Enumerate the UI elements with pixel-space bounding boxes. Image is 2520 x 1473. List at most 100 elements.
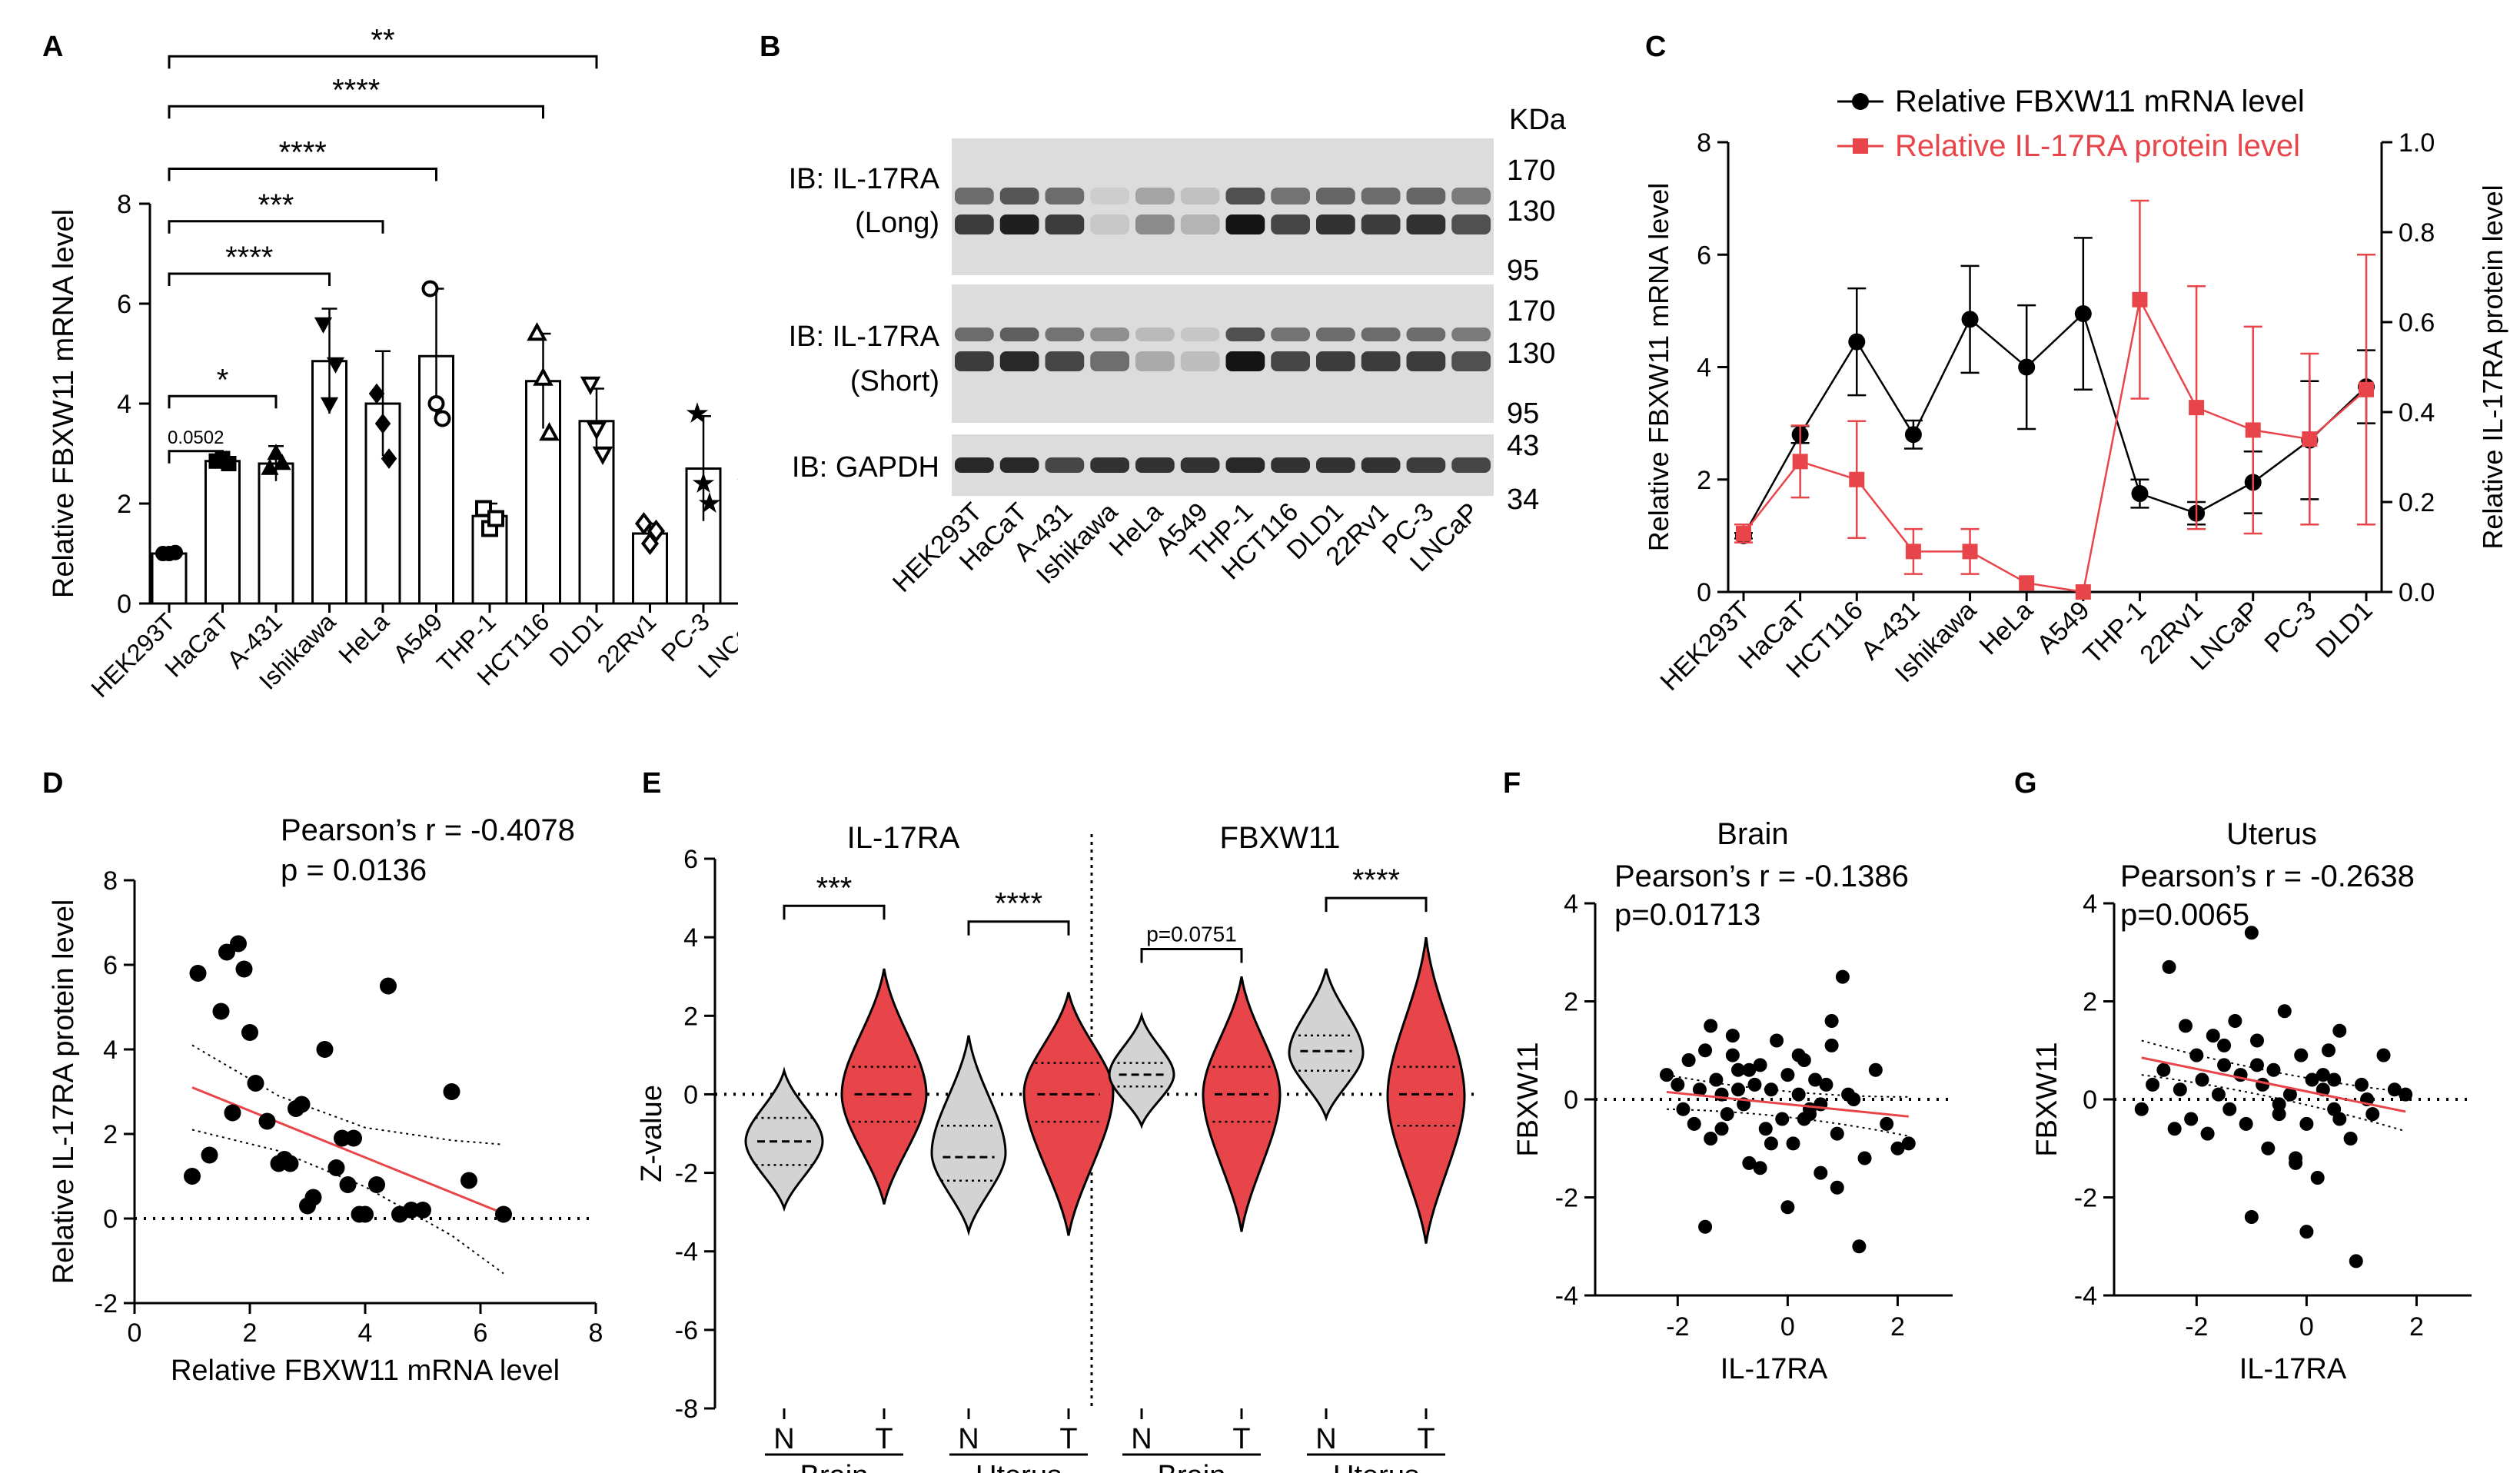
significance-bracket xyxy=(168,55,598,69)
significance-bracket xyxy=(967,920,1070,936)
data-point xyxy=(1814,1165,1828,1180)
data-point xyxy=(2019,575,2035,591)
data-point xyxy=(1758,1122,1773,1136)
violin xyxy=(1108,1011,1175,1129)
data-point xyxy=(1770,1033,1784,1048)
data-point xyxy=(1692,1082,1707,1097)
blot-band xyxy=(1135,188,1175,204)
data-point xyxy=(261,458,279,475)
regression-line xyxy=(191,1086,504,1215)
data-point xyxy=(533,367,554,386)
y-tick-label: 6 xyxy=(1697,241,1711,270)
data-point xyxy=(1725,1048,1740,1062)
data-point xyxy=(247,1075,264,1092)
significance-label: 0.0502 xyxy=(168,427,224,448)
data-point xyxy=(1704,1019,1718,1033)
stat-p: p=0.0065 xyxy=(2120,898,2249,932)
violin xyxy=(1202,976,1282,1232)
data-point xyxy=(1709,1072,1724,1087)
blot-band xyxy=(1316,351,1355,371)
blot-band xyxy=(1406,328,1446,341)
data-point xyxy=(1857,1151,1872,1165)
stat-r: Pearson’s r = -0.1386 xyxy=(1614,860,1909,893)
x-tick-label: T xyxy=(875,1423,893,1455)
gene-label: FBXW11 xyxy=(1219,821,1340,855)
violin xyxy=(1386,936,1466,1244)
data-point xyxy=(1905,544,1921,560)
blot-band xyxy=(1135,457,1175,473)
blot-band xyxy=(999,351,1039,371)
blot-band xyxy=(1225,188,1265,204)
data-point xyxy=(2222,1102,2237,1116)
significance-bracket xyxy=(1140,947,1243,963)
data-point xyxy=(2387,1082,2402,1097)
panel-letter: C xyxy=(1645,31,1667,63)
data-point xyxy=(235,960,253,978)
confidence-band-lower xyxy=(2141,1074,2406,1132)
data-point xyxy=(1797,1112,1811,1126)
blot-band xyxy=(1225,457,1265,473)
panel-letter: F xyxy=(1503,767,1521,800)
data-point xyxy=(1880,1116,1894,1131)
data-point xyxy=(1731,1082,1745,1097)
y-tick-label: 2 xyxy=(1564,988,1578,1017)
blot-band xyxy=(999,188,1039,204)
data-point xyxy=(368,383,385,404)
regression-line xyxy=(1666,1090,1909,1118)
data-point xyxy=(1753,1058,1767,1072)
violin-chart: -8 -6 -4 -2 0 2 4 6 Z-value IL-17RA FBXW11 N T N T N T N T… xyxy=(636,821,1480,1473)
data-point xyxy=(1764,1082,1778,1097)
mw-marker: 95 xyxy=(1507,254,1539,287)
panel-letter: G xyxy=(2014,767,2037,800)
data-point xyxy=(2217,1058,2232,1072)
data-point xyxy=(592,446,613,465)
data-point xyxy=(2343,1132,2358,1145)
data-point xyxy=(258,1112,276,1130)
x-tick-label: HeLa xyxy=(333,607,394,669)
data-point xyxy=(2266,1062,2281,1077)
data-point xyxy=(2294,1048,2309,1062)
data-point xyxy=(1704,1132,1718,1145)
data-point xyxy=(698,492,721,514)
data-point xyxy=(1725,1029,1740,1043)
chart-title: Brain xyxy=(1717,817,1788,851)
blot-label: IB: IL-17RA xyxy=(789,321,940,353)
blot-label-sub: (Long) xyxy=(855,207,939,239)
panel-letter: E xyxy=(642,767,662,800)
y-tick-label: 0 xyxy=(683,1080,698,1109)
data-point xyxy=(1852,1239,1867,1254)
blot-band xyxy=(1451,188,1491,204)
blot-band xyxy=(1045,457,1085,473)
significance-bracket xyxy=(1325,896,1428,913)
y-tick-label: 6 xyxy=(683,845,698,874)
x-tick-label: N xyxy=(958,1423,979,1455)
blot-band xyxy=(1090,457,1129,473)
data-point xyxy=(339,1176,357,1193)
data-point xyxy=(381,448,397,469)
y-tick-label: 0 xyxy=(1697,578,1711,607)
confidence-band-lower xyxy=(1666,1108,1909,1137)
significance-label: **** xyxy=(225,241,273,274)
blot-membrane xyxy=(952,434,1494,496)
data-point xyxy=(2349,1254,2363,1269)
blot-band xyxy=(1090,351,1129,371)
data-point xyxy=(414,1202,431,1219)
stat-p: p=0.01713 xyxy=(1614,898,1760,932)
data-point xyxy=(2162,959,2176,974)
data-point xyxy=(2156,1062,2171,1077)
data-point xyxy=(1962,544,1978,560)
y-tick-label: -2 xyxy=(1555,1184,1578,1213)
data-point xyxy=(241,1024,258,1041)
bar xyxy=(258,462,294,605)
blot-band xyxy=(1361,214,1401,234)
data-point xyxy=(1792,454,1808,470)
blot-band xyxy=(1045,188,1085,204)
blot-band xyxy=(1271,188,1310,204)
x-tick-label: 6 xyxy=(474,1318,488,1348)
y-tick-label: 2 xyxy=(117,490,131,519)
data-point xyxy=(224,1104,241,1122)
data-point xyxy=(2256,1077,2270,1092)
data-point xyxy=(1764,1136,1778,1151)
data-point xyxy=(2399,1087,2413,1102)
data-point xyxy=(2289,1155,2303,1170)
